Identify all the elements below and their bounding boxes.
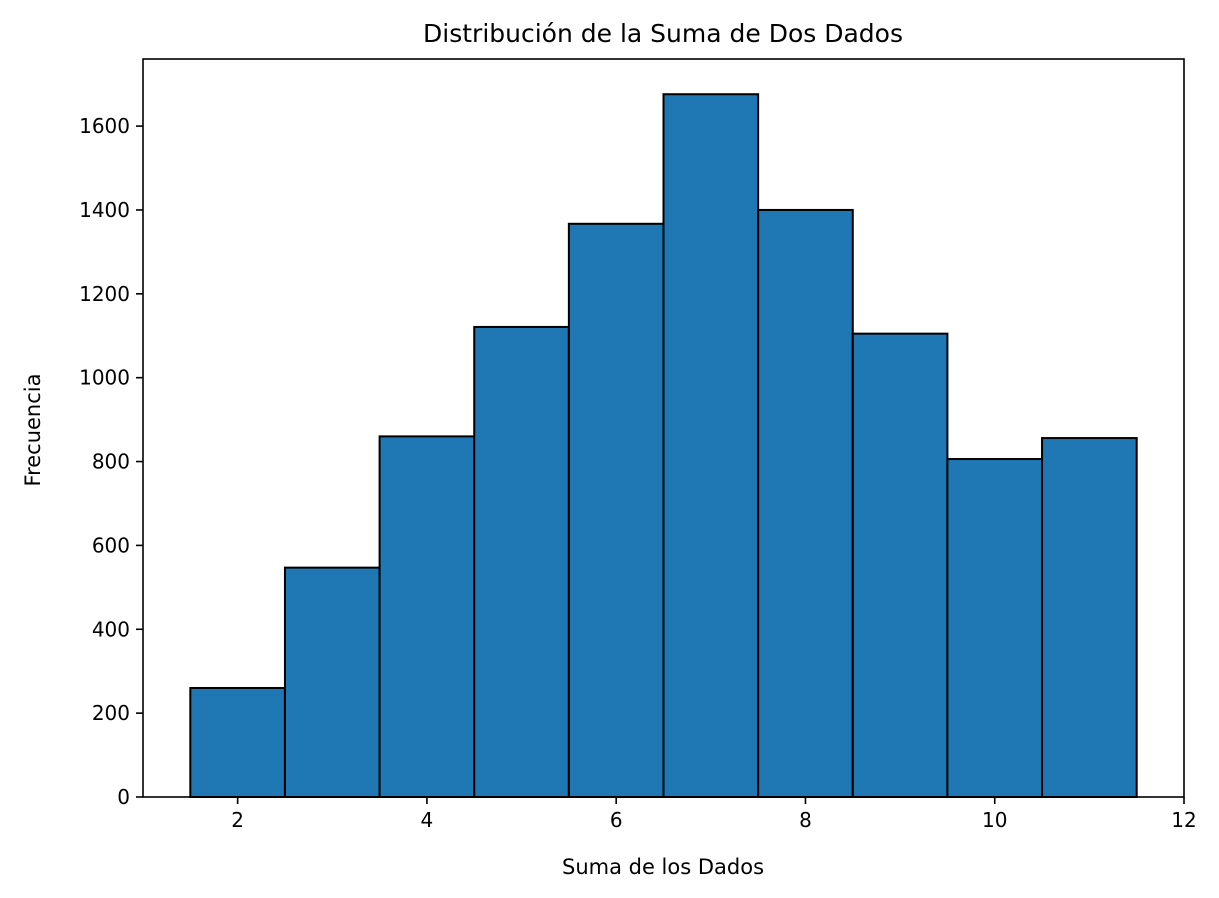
x-axis-label: Suma de los Dados bbox=[562, 855, 764, 879]
y-tick-label: 800 bbox=[92, 450, 130, 474]
x-tick-label: 12 bbox=[1171, 808, 1196, 832]
histogram-bar-7 bbox=[662, 93, 760, 799]
bars-group bbox=[189, 93, 1138, 799]
y-tick-label: 1400 bbox=[79, 198, 130, 222]
y-tick-label: 1200 bbox=[79, 282, 130, 306]
histogram-bar-2 bbox=[189, 686, 286, 799]
x-tick-label: 4 bbox=[421, 808, 434, 832]
plot-area-frame bbox=[142, 58, 1185, 798]
histogram-bar-6 bbox=[567, 222, 665, 798]
histogram-bar-9 bbox=[851, 332, 949, 798]
x-tick-label: 6 bbox=[610, 808, 623, 832]
y-tick-label: 600 bbox=[92, 533, 130, 557]
histogram-bar-10 bbox=[946, 458, 1044, 798]
x-tick-label: 10 bbox=[982, 808, 1007, 832]
chart-title: Distribución de la Suma de Dos Dados bbox=[423, 19, 903, 48]
x-axis: 2 4 6 8 10 12 bbox=[231, 797, 1197, 832]
histogram-bar-5 bbox=[473, 325, 570, 798]
y-tick-label: 1600 bbox=[79, 114, 130, 138]
histogram-bar-8 bbox=[757, 208, 854, 799]
y-axis-label: Frecuencia bbox=[21, 374, 45, 487]
y-tick-label: 0 bbox=[117, 785, 130, 809]
y-tick-label: 1000 bbox=[79, 366, 130, 390]
y-axis: 0 200 400 600 800 1000 1200 1400 1600 bbox=[79, 114, 143, 809]
y-tick-label: 200 bbox=[92, 701, 130, 725]
histogram-bar-4 bbox=[378, 435, 476, 798]
y-tick-label: 400 bbox=[92, 617, 130, 641]
histogram-bar-3 bbox=[283, 566, 381, 798]
x-tick-label: 2 bbox=[231, 808, 244, 832]
x-tick-label: 8 bbox=[799, 808, 812, 832]
histogram-bar-11 bbox=[1041, 437, 1138, 798]
